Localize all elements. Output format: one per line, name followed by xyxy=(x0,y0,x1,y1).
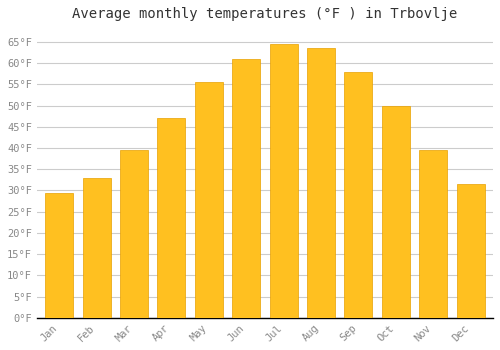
Bar xyxy=(456,184,484,318)
Bar xyxy=(307,48,335,318)
Bar xyxy=(344,71,372,318)
Bar xyxy=(232,59,260,318)
Bar xyxy=(82,178,110,318)
Bar xyxy=(158,118,186,318)
Bar xyxy=(45,193,74,318)
Bar xyxy=(195,82,223,318)
Bar xyxy=(270,44,297,318)
Bar xyxy=(419,150,447,318)
Bar xyxy=(120,150,148,318)
Title: Average monthly temperatures (°F ) in Trbovlje: Average monthly temperatures (°F ) in Tr… xyxy=(72,7,458,21)
Bar xyxy=(382,105,410,318)
